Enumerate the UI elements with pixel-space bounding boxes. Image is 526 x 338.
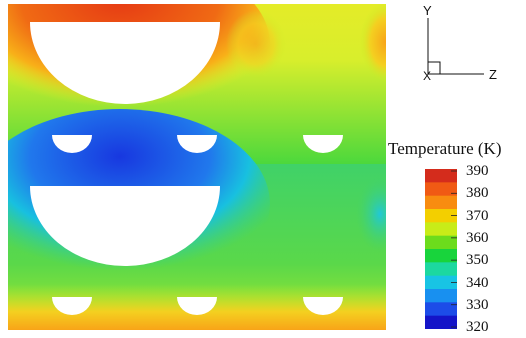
temperature-colorbar <box>425 169 457 329</box>
colorbar-swatch <box>425 222 457 237</box>
y-axis-label: Y <box>423 3 432 18</box>
colorbar-tick-label: 340 <box>466 274 489 291</box>
colorbar-swatch <box>425 235 457 250</box>
bottom-small-hole-3 <box>303 297 343 315</box>
mid-small-hole-1 <box>52 135 92 153</box>
warm-spot-right <box>360 4 386 82</box>
z-axis-label: Z <box>489 67 497 82</box>
colorbar-swatch <box>425 262 457 277</box>
colorbar-tick-label: 380 <box>466 185 489 202</box>
colorbar-swatch <box>425 209 457 223</box>
colorbar-swatch <box>425 289 457 303</box>
colorbar-tick-label: 390 <box>466 163 489 179</box>
colorbar-swatch <box>425 275 457 290</box>
right-angle-marker <box>428 61 441 74</box>
lower-large-hole <box>30 186 220 266</box>
mid-small-hole-3 <box>303 135 343 153</box>
bottom-small-hole-1 <box>52 297 92 315</box>
colorbar-tick-label: 350 <box>466 252 489 269</box>
cool-spot-right <box>356 176 386 252</box>
x-axis-label: X <box>423 69 431 83</box>
colorbar-swatch <box>425 195 457 210</box>
colorbar-swatch <box>425 169 457 183</box>
colorbar-tick-label: 330 <box>466 296 489 313</box>
colorbar-tick-label: 370 <box>466 207 489 224</box>
axis-triad: Y Z X <box>423 3 497 83</box>
colorbar-tick-label: 320 <box>466 319 489 336</box>
mid-small-hole-2 <box>177 135 217 153</box>
temperature-contour-plot <box>8 4 386 330</box>
colorbar-swatch <box>425 182 457 197</box>
warm-spot-mid <box>226 10 286 78</box>
colorbar-tick-label: 360 <box>466 229 489 246</box>
bottom-small-hole-2 <box>177 297 217 315</box>
colorbar-swatch <box>425 249 457 263</box>
colorbar-swatch <box>425 302 457 317</box>
upper-large-hole <box>30 22 220 104</box>
legend-title: Temperature (K) <box>388 139 502 158</box>
colorbar-swatch <box>425 315 457 329</box>
